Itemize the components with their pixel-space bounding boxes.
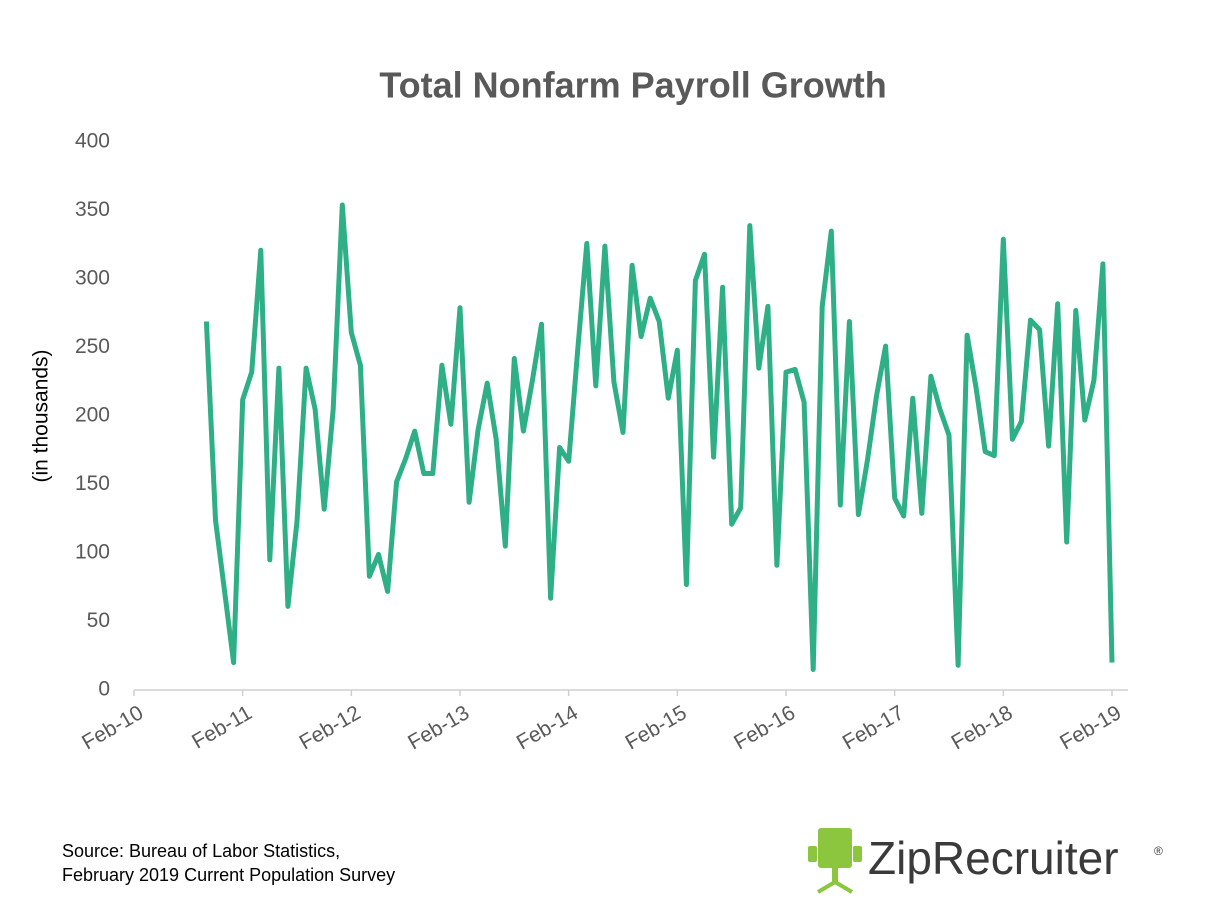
x-tick-label: Feb-10 bbox=[78, 701, 147, 754]
x-tick-label: Feb-16 bbox=[730, 701, 799, 754]
y-tick-label: 150 bbox=[75, 472, 110, 495]
y-tick-label: 350 bbox=[75, 198, 110, 221]
x-tick-label: Feb-12 bbox=[295, 701, 364, 754]
y-tick-label: 400 bbox=[75, 130, 110, 153]
x-tick-label: Feb-18 bbox=[947, 701, 1016, 754]
x-tick-label: Feb-14 bbox=[513, 701, 582, 754]
chart-title: Total Nonfarm Payroll Growth bbox=[379, 65, 886, 106]
source-line: February 2019 Current Population Survey bbox=[62, 865, 395, 885]
y-tick-label: 50 bbox=[87, 609, 110, 632]
y-axis-label: (in thousands) bbox=[30, 349, 53, 482]
y-tick-label: 100 bbox=[75, 541, 110, 564]
y-tick-label: 0 bbox=[98, 678, 110, 701]
x-tick-label: Feb-17 bbox=[839, 701, 908, 754]
logo-mark: ® bbox=[1154, 844, 1163, 858]
source-line: Source: Bureau of Labor Statistics, bbox=[62, 841, 340, 861]
y-tick-label: 250 bbox=[75, 335, 110, 358]
x-tick-label: Feb-11 bbox=[188, 701, 256, 753]
y-tick-label: 300 bbox=[75, 267, 110, 290]
x-tick-label: Feb-19 bbox=[1056, 701, 1125, 754]
logo-text: ZipRecruiter bbox=[868, 832, 1119, 884]
data-line bbox=[203, 202, 1115, 672]
y-tick-label: 200 bbox=[75, 404, 110, 427]
x-tick-label: Feb-13 bbox=[404, 701, 473, 754]
logo-icon bbox=[808, 828, 862, 894]
x-tick-label: Feb-15 bbox=[621, 701, 690, 754]
